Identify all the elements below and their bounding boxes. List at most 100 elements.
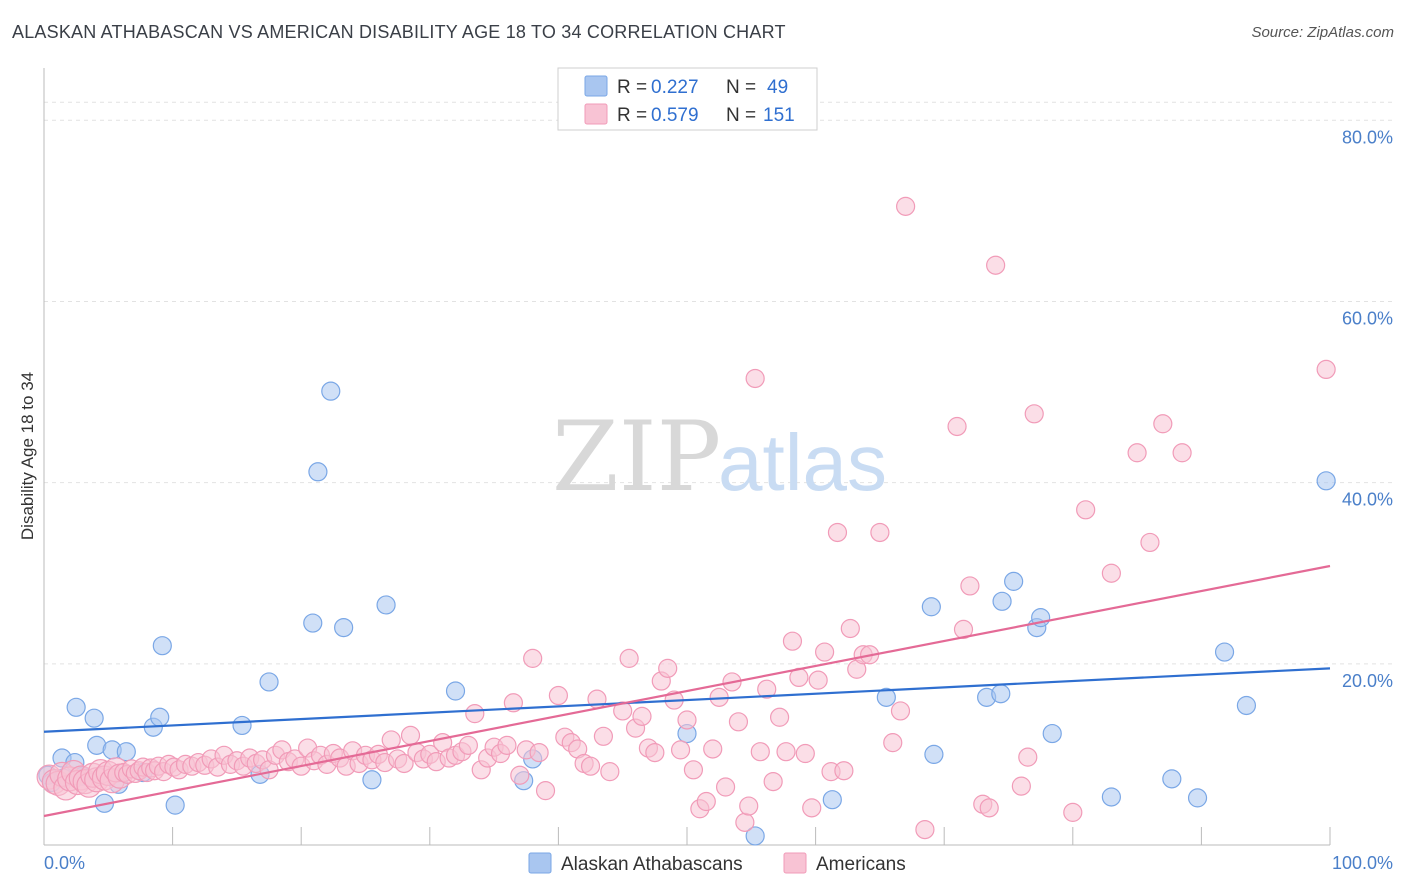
point-americans-78 (465, 704, 485, 724)
point-americans-148 (979, 798, 999, 818)
legend-n-value-0: 49 (767, 77, 788, 98)
point-americans-129 (802, 798, 822, 818)
point-americans-109 (677, 710, 697, 730)
point-americans-89 (535, 781, 556, 801)
point-americans-160 (1316, 359, 1336, 380)
point-americans-158 (1153, 414, 1173, 434)
watermark-zip: ZIP (552, 401, 721, 513)
point-americans-135 (840, 618, 860, 639)
point-alaskan-43 (1101, 787, 1121, 807)
point-americans-119 (739, 796, 759, 816)
point-alaskan-17 (165, 795, 185, 815)
point-americans-123 (763, 771, 783, 792)
point-americans-102 (632, 706, 652, 726)
legend-r-label-1: R = (617, 105, 647, 126)
legend-r-label-0: R = (617, 77, 647, 98)
point-alaskan-18 (232, 715, 252, 736)
point-americans-146 (960, 576, 980, 596)
legend-swatch-alaskan (584, 75, 608, 97)
y-tick-labels: 20.0% 40.0% 60.0% 80.0% (1342, 127, 1393, 691)
point-americans-115 (715, 777, 736, 797)
trend-line-alaskan (43, 667, 1331, 733)
point-americans-95 (580, 756, 601, 776)
series-americans (36, 196, 1336, 840)
point-alaskan-38 (992, 591, 1012, 611)
point-americans-83 (497, 735, 517, 755)
point-americans-110 (683, 760, 704, 780)
point-americans-133 (827, 522, 848, 543)
point-americans-100 (619, 648, 639, 668)
chart-title: ALASKAN ATHABASCAN VS AMERICAN DISABILIT… (12, 22, 786, 42)
point-americans-153 (1063, 802, 1083, 822)
point-americans-126 (782, 631, 803, 651)
point-alaskan-20 (259, 672, 279, 692)
point-alaskan-5 (66, 697, 86, 717)
legend-n-label-0: N = (726, 77, 756, 98)
point-americans-141 (890, 701, 911, 721)
point-americans-87 (523, 648, 543, 668)
chart-source: Source: ZipAtlas.com (1251, 24, 1394, 41)
point-americans-67 (394, 753, 414, 774)
point-americans-104 (645, 742, 665, 763)
point-alaskan-24 (334, 617, 354, 638)
point-americans-77 (458, 735, 478, 755)
legend-swatch-americans (584, 103, 608, 125)
y-axis-label: Disability Age 18 to 34 (18, 372, 37, 540)
point-americans-155 (1101, 563, 1121, 583)
point-alaskan-26 (376, 595, 396, 615)
bottom-legend: Alaskan Athabascans Americans (528, 852, 906, 875)
point-americans-139 (870, 522, 890, 543)
point-americans-117 (728, 712, 749, 732)
point-americans-112 (696, 791, 716, 812)
point-alaskan-23 (321, 381, 341, 401)
x-tick-label-right: 100.0% (1332, 853, 1393, 873)
point-americans-151 (1018, 747, 1038, 767)
point-americans-159 (1172, 443, 1192, 463)
point-alaskan-15 (150, 707, 170, 727)
point-americans-98 (600, 762, 620, 782)
point-alaskan-34 (921, 597, 941, 617)
trend-lines (43, 564, 1331, 818)
point-alaskan-32 (822, 790, 842, 810)
point-alaskan-27 (445, 681, 466, 701)
bottom-legend-swatch-americans (783, 852, 807, 874)
trend-line-americans (43, 564, 1331, 818)
point-americans-68 (400, 725, 421, 745)
point-americans-85 (510, 765, 530, 785)
point-americans-152 (1024, 404, 1044, 424)
point-americans-106 (658, 658, 678, 678)
watermark-atlas: atlas (718, 418, 887, 507)
point-alaskan-16 (152, 636, 172, 656)
point-americans-128 (795, 743, 815, 764)
point-americans-149 (986, 255, 1006, 275)
top-legend: R = 0.227 N = 49 R = 0.579 N = 151 (557, 67, 818, 131)
point-americans-124 (769, 707, 790, 727)
point-americans-120 (745, 368, 765, 389)
gridlines (44, 101, 1393, 665)
legend-r-value-0: 0.227 (651, 77, 699, 98)
point-americans-108 (670, 740, 691, 760)
point-alaskan-48 (1316, 471, 1336, 491)
point-alaskan-22 (308, 462, 328, 482)
axes (43, 68, 1331, 846)
point-americans-145 (953, 619, 974, 640)
point-americans-90 (548, 685, 569, 706)
point-americans-99 (613, 701, 633, 721)
point-alaskan-12 (116, 742, 136, 762)
bottom-legend-label-alaskan: Alaskan Athabascans (561, 854, 743, 875)
point-americans-131 (815, 642, 835, 662)
point-americans-97 (593, 726, 614, 746)
point-americans-144 (947, 416, 967, 437)
point-alaskan-21 (303, 613, 323, 633)
point-alaskan-33 (876, 687, 896, 707)
point-alaskan-25 (362, 770, 382, 790)
point-alaskan-39 (1004, 571, 1024, 591)
x-tick-label-left: 0.0% (44, 853, 85, 873)
point-americans-157 (1140, 532, 1160, 553)
point-americans-134 (834, 761, 854, 781)
point-alaskan-47 (1236, 695, 1257, 716)
point-alaskan-31 (745, 826, 765, 846)
legend-r-value-1: 0.579 (651, 105, 699, 126)
bottom-legend-swatch-alaskan (528, 852, 552, 874)
